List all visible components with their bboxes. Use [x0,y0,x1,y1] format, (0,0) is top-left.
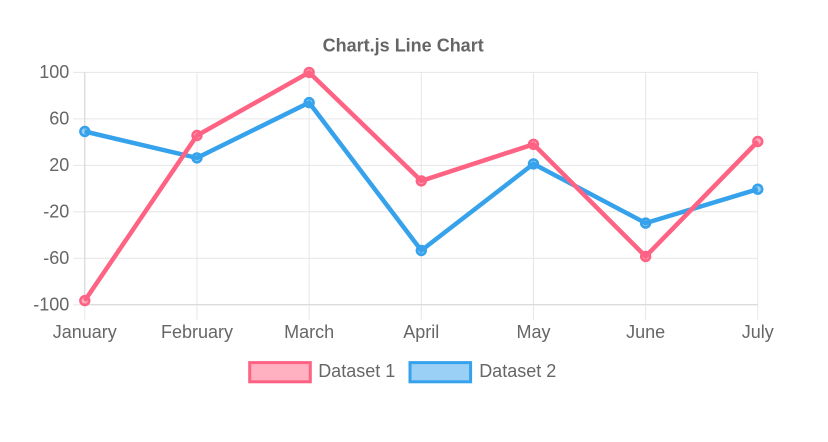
svg-text:May: May [516,322,550,342]
svg-text:Chart.js Line Chart: Chart.js Line Chart [323,36,484,56]
svg-text:60: 60 [49,109,69,129]
svg-text:February: February [161,322,233,342]
svg-text:January: January [53,322,117,342]
svg-text:20: 20 [49,155,69,175]
svg-text:Dataset 2: Dataset 2 [479,361,556,381]
svg-text:100: 100 [39,62,69,82]
svg-text:April: April [403,322,439,342]
svg-text:June: June [626,322,665,342]
svg-text:July: July [742,322,774,342]
svg-text:March: March [284,322,334,342]
svg-text:Dataset 1: Dataset 1 [318,361,395,381]
svg-text:-20: -20 [43,202,69,222]
svg-text:-100: -100 [33,295,69,315]
svg-text:-60: -60 [43,248,69,268]
